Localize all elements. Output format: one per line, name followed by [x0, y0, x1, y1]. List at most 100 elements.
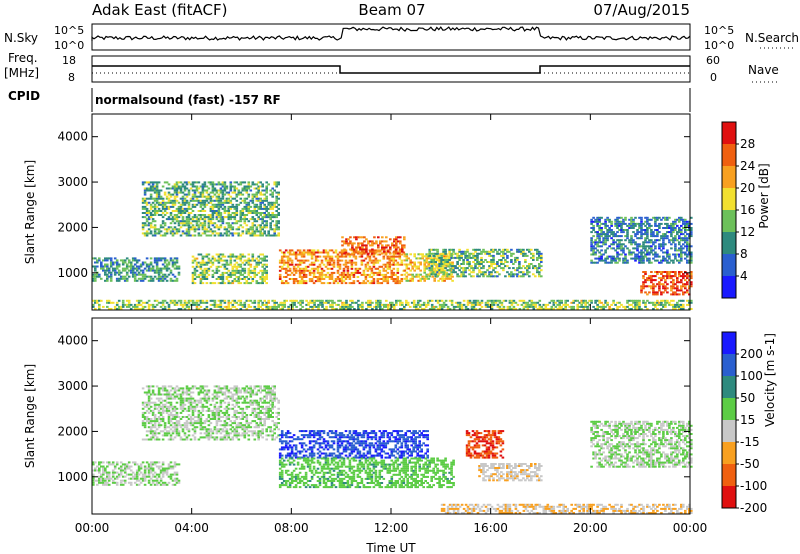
- echo-cell: [173, 228, 177, 231]
- echo-cell: [247, 259, 251, 262]
- echo-cell: [658, 277, 661, 280]
- echo-cell: [502, 252, 505, 255]
- echo-cell: [211, 191, 215, 194]
- echo-cell: [447, 255, 450, 258]
- echo-cell: [409, 273, 412, 276]
- echo-cell: [540, 254, 543, 257]
- echo-cell: [344, 265, 348, 268]
- echo-cell: [472, 252, 475, 255]
- echo-cell: [169, 212, 173, 214]
- echo-cell: [382, 257, 386, 260]
- echo-cell: [193, 226, 197, 229]
- echo-cell: [157, 465, 161, 468]
- echo-cell: [239, 303, 243, 306]
- echo-cell: [259, 207, 262, 210]
- echo-cell: [363, 252, 366, 255]
- echo-cell: [94, 461, 97, 464]
- echo-cell: [280, 282, 284, 285]
- echo-cell: [442, 259, 445, 261]
- echo-cell: [135, 477, 139, 480]
- echo-cell: [151, 220, 155, 223]
- echo-cell: [155, 269, 159, 272]
- echo-cell: [107, 473, 111, 476]
- echo-cell: [664, 257, 667, 260]
- echo-cell: [261, 216, 264, 219]
- echo-cell: [628, 222, 631, 225]
- echo-cell: [650, 224, 653, 227]
- echo-cell: [363, 248, 366, 251]
- echo-cell: [632, 299, 635, 302]
- echo-cell: [286, 251, 290, 254]
- echo-cell: [652, 249, 655, 252]
- echo-cell: [153, 275, 157, 278]
- echo-cell: [456, 263, 459, 265]
- echo-cell: [674, 293, 677, 296]
- echo-cell: [167, 228, 171, 231]
- echo-cell: [117, 263, 121, 266]
- echo-cell: [233, 185, 237, 188]
- echo-cell: [686, 273, 689, 275]
- echo-cell: [548, 308, 552, 310]
- echo-cell: [322, 249, 326, 252]
- echo-cell: [672, 259, 675, 262]
- echo-cell: [183, 308, 187, 310]
- echo-cell: [181, 224, 185, 227]
- echo-cell: [626, 261, 629, 264]
- echo-cell: [195, 308, 199, 310]
- echo-cell: [199, 267, 203, 270]
- echo-cell: [239, 282, 243, 285]
- echo-cell: [139, 481, 143, 484]
- echo-cell: [237, 189, 241, 192]
- echo-cell: [237, 278, 241, 280]
- echo-cell: [102, 477, 105, 480]
- echo-cell: [622, 222, 625, 225]
- echo-cell: [239, 234, 243, 237]
- echo-cell: [399, 242, 402, 245]
- echo-cell: [233, 222, 237, 225]
- echo-cell: [516, 269, 519, 272]
- echo-cell: [369, 301, 372, 304]
- echo-cell: [359, 252, 362, 255]
- echo-cell: [500, 263, 503, 265]
- echo-cell: [265, 234, 268, 237]
- echo-cell: [195, 301, 199, 304]
- echo-cell: [327, 299, 330, 302]
- echo-cell: [502, 248, 505, 251]
- echo-cell: [484, 305, 488, 308]
- echo-cell: [690, 261, 693, 264]
- echo-cell: [670, 299, 673, 302]
- echo-cell: [137, 271, 141, 274]
- echo-cell: [215, 203, 219, 206]
- echo-cell: [163, 214, 167, 216]
- echo-cell: [294, 263, 298, 266]
- echo-cell: [600, 308, 603, 310]
- echo-cell: [636, 308, 639, 310]
- echo-cell: [151, 181, 155, 184]
- echo-cell: [462, 273, 465, 276]
- echo-cell: [167, 201, 171, 204]
- echo-cell: [399, 301, 402, 304]
- echo-cell: [221, 276, 225, 278]
- echo-cell: [269, 216, 272, 219]
- echo-cell: [153, 214, 157, 216]
- echo-cell: [239, 308, 243, 310]
- echo-region-4: [341, 236, 406, 255]
- echo-cell: [486, 305, 490, 308]
- echo-cell: [106, 481, 109, 484]
- echo-cell: [207, 226, 211, 229]
- echo-cell: [143, 261, 147, 264]
- echo-cell: [372, 278, 376, 280]
- echo-cell: [121, 463, 125, 466]
- echo-cell: [243, 207, 247, 210]
- echo-cell: [630, 239, 633, 242]
- echo-cell: [209, 218, 213, 221]
- echo-cell: [690, 251, 693, 254]
- echo-cell: [646, 251, 649, 254]
- echo-cell: [444, 261, 447, 263]
- echo-cell: [131, 259, 135, 262]
- echo-cell: [273, 224, 276, 227]
- echo-cell: [137, 483, 141, 486]
- echo-cell: [151, 479, 155, 482]
- echo-cell: [153, 187, 157, 190]
